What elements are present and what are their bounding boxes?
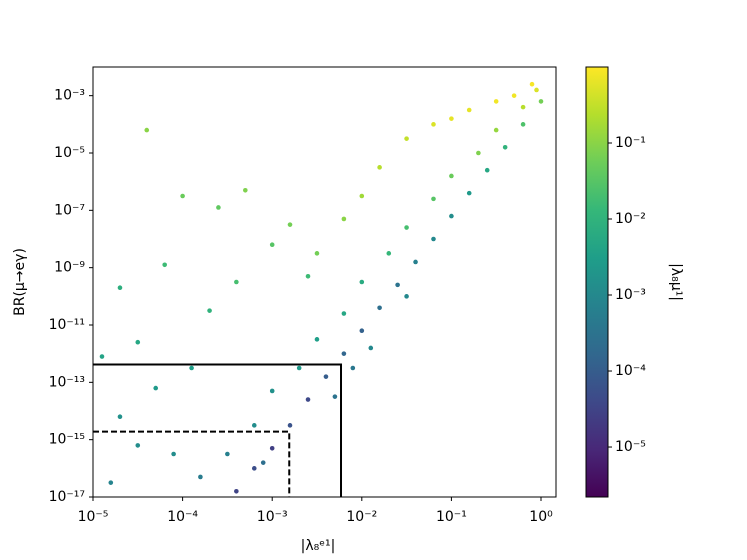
point bbox=[404, 136, 409, 141]
point bbox=[520, 104, 526, 110]
y-tick-label: 10⁻¹⁵ bbox=[49, 432, 85, 448]
point bbox=[395, 282, 400, 288]
point bbox=[251, 423, 257, 428]
point bbox=[269, 445, 275, 451]
y-tick-label: 10⁻¹⁷ bbox=[49, 489, 85, 505]
y-tick-label: 10⁻⁷ bbox=[54, 202, 85, 218]
point bbox=[341, 216, 347, 222]
point bbox=[493, 99, 499, 104]
point bbox=[413, 259, 418, 265]
point bbox=[386, 251, 392, 256]
point bbox=[243, 187, 248, 193]
point bbox=[431, 236, 436, 242]
point bbox=[305, 273, 311, 279]
point bbox=[287, 423, 293, 428]
x-tick-label: 10⁻¹ bbox=[436, 509, 467, 525]
point bbox=[180, 193, 185, 199]
point bbox=[431, 122, 436, 127]
point bbox=[225, 451, 230, 457]
y-tick-label: 10⁻¹³ bbox=[49, 374, 85, 390]
point bbox=[296, 365, 302, 371]
point bbox=[377, 305, 382, 311]
point bbox=[368, 345, 374, 351]
y-axis-label: BR(μ→eγ) bbox=[12, 248, 28, 316]
point bbox=[493, 127, 499, 133]
limit-box bbox=[93, 363, 343, 497]
colorbar-tick-label: 10⁻⁴ bbox=[615, 363, 646, 379]
point bbox=[529, 81, 535, 87]
point bbox=[108, 480, 114, 485]
y-tick-label: 10⁻³ bbox=[54, 88, 85, 104]
point bbox=[449, 173, 454, 179]
x-tick-label: 10⁻⁵ bbox=[78, 509, 109, 525]
point bbox=[269, 242, 275, 248]
point bbox=[305, 397, 311, 402]
colorbar-tick-label: 10⁻² bbox=[615, 211, 646, 227]
point bbox=[198, 474, 203, 480]
point bbox=[117, 285, 123, 291]
point bbox=[216, 205, 221, 210]
point bbox=[350, 365, 356, 371]
point bbox=[135, 339, 141, 345]
point bbox=[314, 251, 320, 256]
point bbox=[234, 279, 239, 285]
plot-frame bbox=[92, 66, 557, 498]
point bbox=[359, 279, 365, 285]
x-tick-label: 10⁰ bbox=[529, 509, 553, 525]
point bbox=[404, 294, 409, 299]
point bbox=[431, 196, 436, 202]
point bbox=[476, 150, 481, 156]
point bbox=[511, 93, 517, 98]
point bbox=[466, 107, 472, 113]
point bbox=[99, 354, 105, 359]
point bbox=[377, 165, 382, 170]
point bbox=[534, 87, 539, 93]
y-tick-label: 10⁻⁵ bbox=[54, 145, 85, 161]
point bbox=[323, 374, 329, 379]
point bbox=[117, 414, 123, 420]
point bbox=[341, 311, 347, 316]
point bbox=[466, 190, 472, 196]
colorbar bbox=[585, 66, 609, 498]
point bbox=[135, 443, 141, 448]
point bbox=[520, 122, 526, 127]
y-tick-label: 10⁻¹¹ bbox=[49, 317, 85, 333]
point bbox=[484, 167, 490, 173]
point bbox=[162, 262, 167, 268]
point bbox=[287, 222, 293, 227]
point bbox=[502, 145, 508, 150]
x-tick-label: 10⁻⁴ bbox=[167, 509, 198, 525]
point bbox=[449, 116, 454, 121]
y-tick-label: 10⁻⁹ bbox=[54, 260, 85, 276]
point bbox=[189, 365, 194, 371]
point bbox=[314, 337, 320, 342]
x-tick-label: 10⁻² bbox=[346, 509, 377, 525]
colorbar-tick-label: 10⁻³ bbox=[615, 287, 646, 303]
point bbox=[341, 351, 347, 356]
point bbox=[404, 225, 409, 230]
point bbox=[207, 308, 212, 313]
point bbox=[332, 394, 338, 399]
point bbox=[171, 451, 176, 457]
colorbar-tick-label: 10⁻¹ bbox=[615, 135, 646, 151]
x-tick-label: 10⁻³ bbox=[257, 509, 288, 525]
point bbox=[251, 466, 257, 471]
x-axis-label: |λ₈ᵉ¹| bbox=[301, 538, 336, 554]
point bbox=[449, 213, 454, 219]
point bbox=[234, 489, 239, 494]
point bbox=[153, 385, 159, 391]
point bbox=[538, 99, 544, 104]
limit-box bbox=[93, 430, 291, 497]
colorbar-label: |λ₈μ¹| bbox=[668, 263, 684, 301]
point bbox=[260, 460, 266, 465]
point bbox=[269, 388, 275, 394]
point bbox=[144, 127, 150, 133]
point bbox=[359, 328, 365, 334]
point bbox=[359, 193, 365, 199]
colorbar-tick-label: 10⁻⁵ bbox=[615, 439, 646, 455]
